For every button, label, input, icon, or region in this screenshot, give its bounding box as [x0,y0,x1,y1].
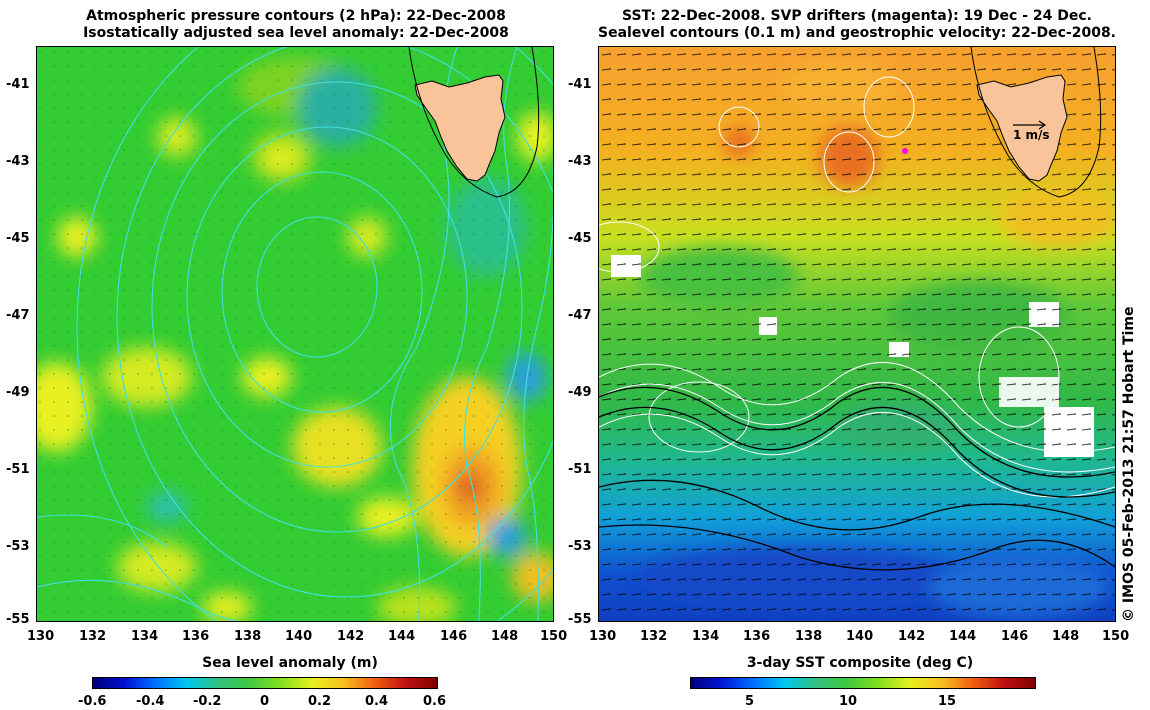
left-x-tick: 136 [182,629,210,644]
right-x-tick: 136 [743,629,771,644]
right-colorbar-tick: 15 [938,694,957,709]
right-y-tick: -55 [568,612,592,627]
left-x-tick: 146 [440,629,468,644]
right-y-tick: -51 [568,462,592,477]
left-x-tick: 138 [234,629,262,644]
left-colorbar-tick: 0.6 [423,694,447,709]
svp-drifter [902,148,908,154]
left-colorbar-tick: 0.2 [308,694,332,709]
velocity-scale-label: 1 m/s [1013,128,1050,142]
left-y-tick: -43 [6,154,30,169]
sealevel-contours [599,76,1115,498]
sea-level-anomaly-field [37,47,553,621]
left-y-tick: -49 [6,385,30,400]
right-x-tick: 140 [846,629,874,644]
left-title: Atmospheric pressure contours (2 hPa): 2… [36,8,556,42]
velocity-scale-arrow: 1 m/s [1013,120,1050,142]
right-x-tick: 134 [692,629,720,644]
right-x-tick: 150 [1102,629,1130,644]
right-x-tick: 142 [898,629,926,644]
left-x-tick: 144 [388,629,416,644]
left-y-tick: -53 [6,539,30,554]
left-colorbar-tick: 0 [260,694,270,709]
right-y-tick: -43 [568,154,592,169]
pressure-contours [37,47,553,621]
right-title-line1: SST: 22-Dec-2008. SVP drifters (magenta)… [622,8,1092,24]
right-x-tick: 132 [640,629,668,644]
left-colorbar-label: Sea level anomaly (m) [202,655,378,671]
right-colorbar-tick: 5 [745,694,755,709]
left-y-tick: -55 [6,612,30,627]
left-x-tick: 142 [337,629,365,644]
left-x-tick: 148 [491,629,519,644]
right-y-tick: -47 [568,308,592,323]
left-x-tick: 140 [285,629,313,644]
right-title: SST: 22-Dec-2008. SVP drifters (magenta)… [598,8,1116,42]
tasmania-land-right [976,74,1068,182]
left-y-tick: -41 [6,77,30,92]
left-x-tick: 150 [540,629,568,644]
left-colorbar-tick: 0.4 [365,694,389,709]
sea-level-colorbar [92,677,438,689]
left-y-tick: -51 [6,462,30,477]
right-y-tick: -49 [568,385,592,400]
left-colorbar-tick: -0.2 [193,694,222,709]
right-y-tick: -41 [568,77,592,92]
sst-colorbar [690,677,1036,689]
right-y-tick: -45 [568,231,592,246]
left-x-tick: 134 [131,629,159,644]
left-x-tick: 132 [79,629,107,644]
sst-field: 1 m/s [599,47,1115,621]
left-title-line1: Atmospheric pressure contours (2 hPa): 2… [86,8,506,24]
left-colorbar-tick: -0.6 [78,694,107,709]
sst-map[interactable]: 1 m/s [598,46,1116,622]
right-colorbar-label: 3-day SST composite (deg C) [746,655,974,671]
tasmania-land [414,74,506,182]
right-title-line2: Sealevel contours (0.1 m) and geostrophi… [598,25,1116,41]
right-x-tick: 146 [1001,629,1029,644]
imos-credit: © IMOS 05-Feb-2013 21:57 Hobart Time [1121,306,1137,622]
right-colorbar-tick: 10 [839,694,858,709]
right-x-tick: 144 [949,629,977,644]
sea-level-anomaly-map[interactable] [36,46,554,622]
left-y-tick: -45 [6,231,30,246]
geostrophic-velocity [599,386,1115,571]
left-y-tick: -47 [6,308,30,323]
right-x-tick: 130 [589,629,617,644]
right-x-tick: 138 [795,629,823,644]
right-x-tick: 148 [1052,629,1080,644]
left-x-tick: 130 [27,629,55,644]
left-title-line2: Isostatically adjusted sea level anomaly… [83,25,509,41]
left-colorbar-tick: -0.4 [136,694,165,709]
right-y-tick: -53 [568,539,592,554]
